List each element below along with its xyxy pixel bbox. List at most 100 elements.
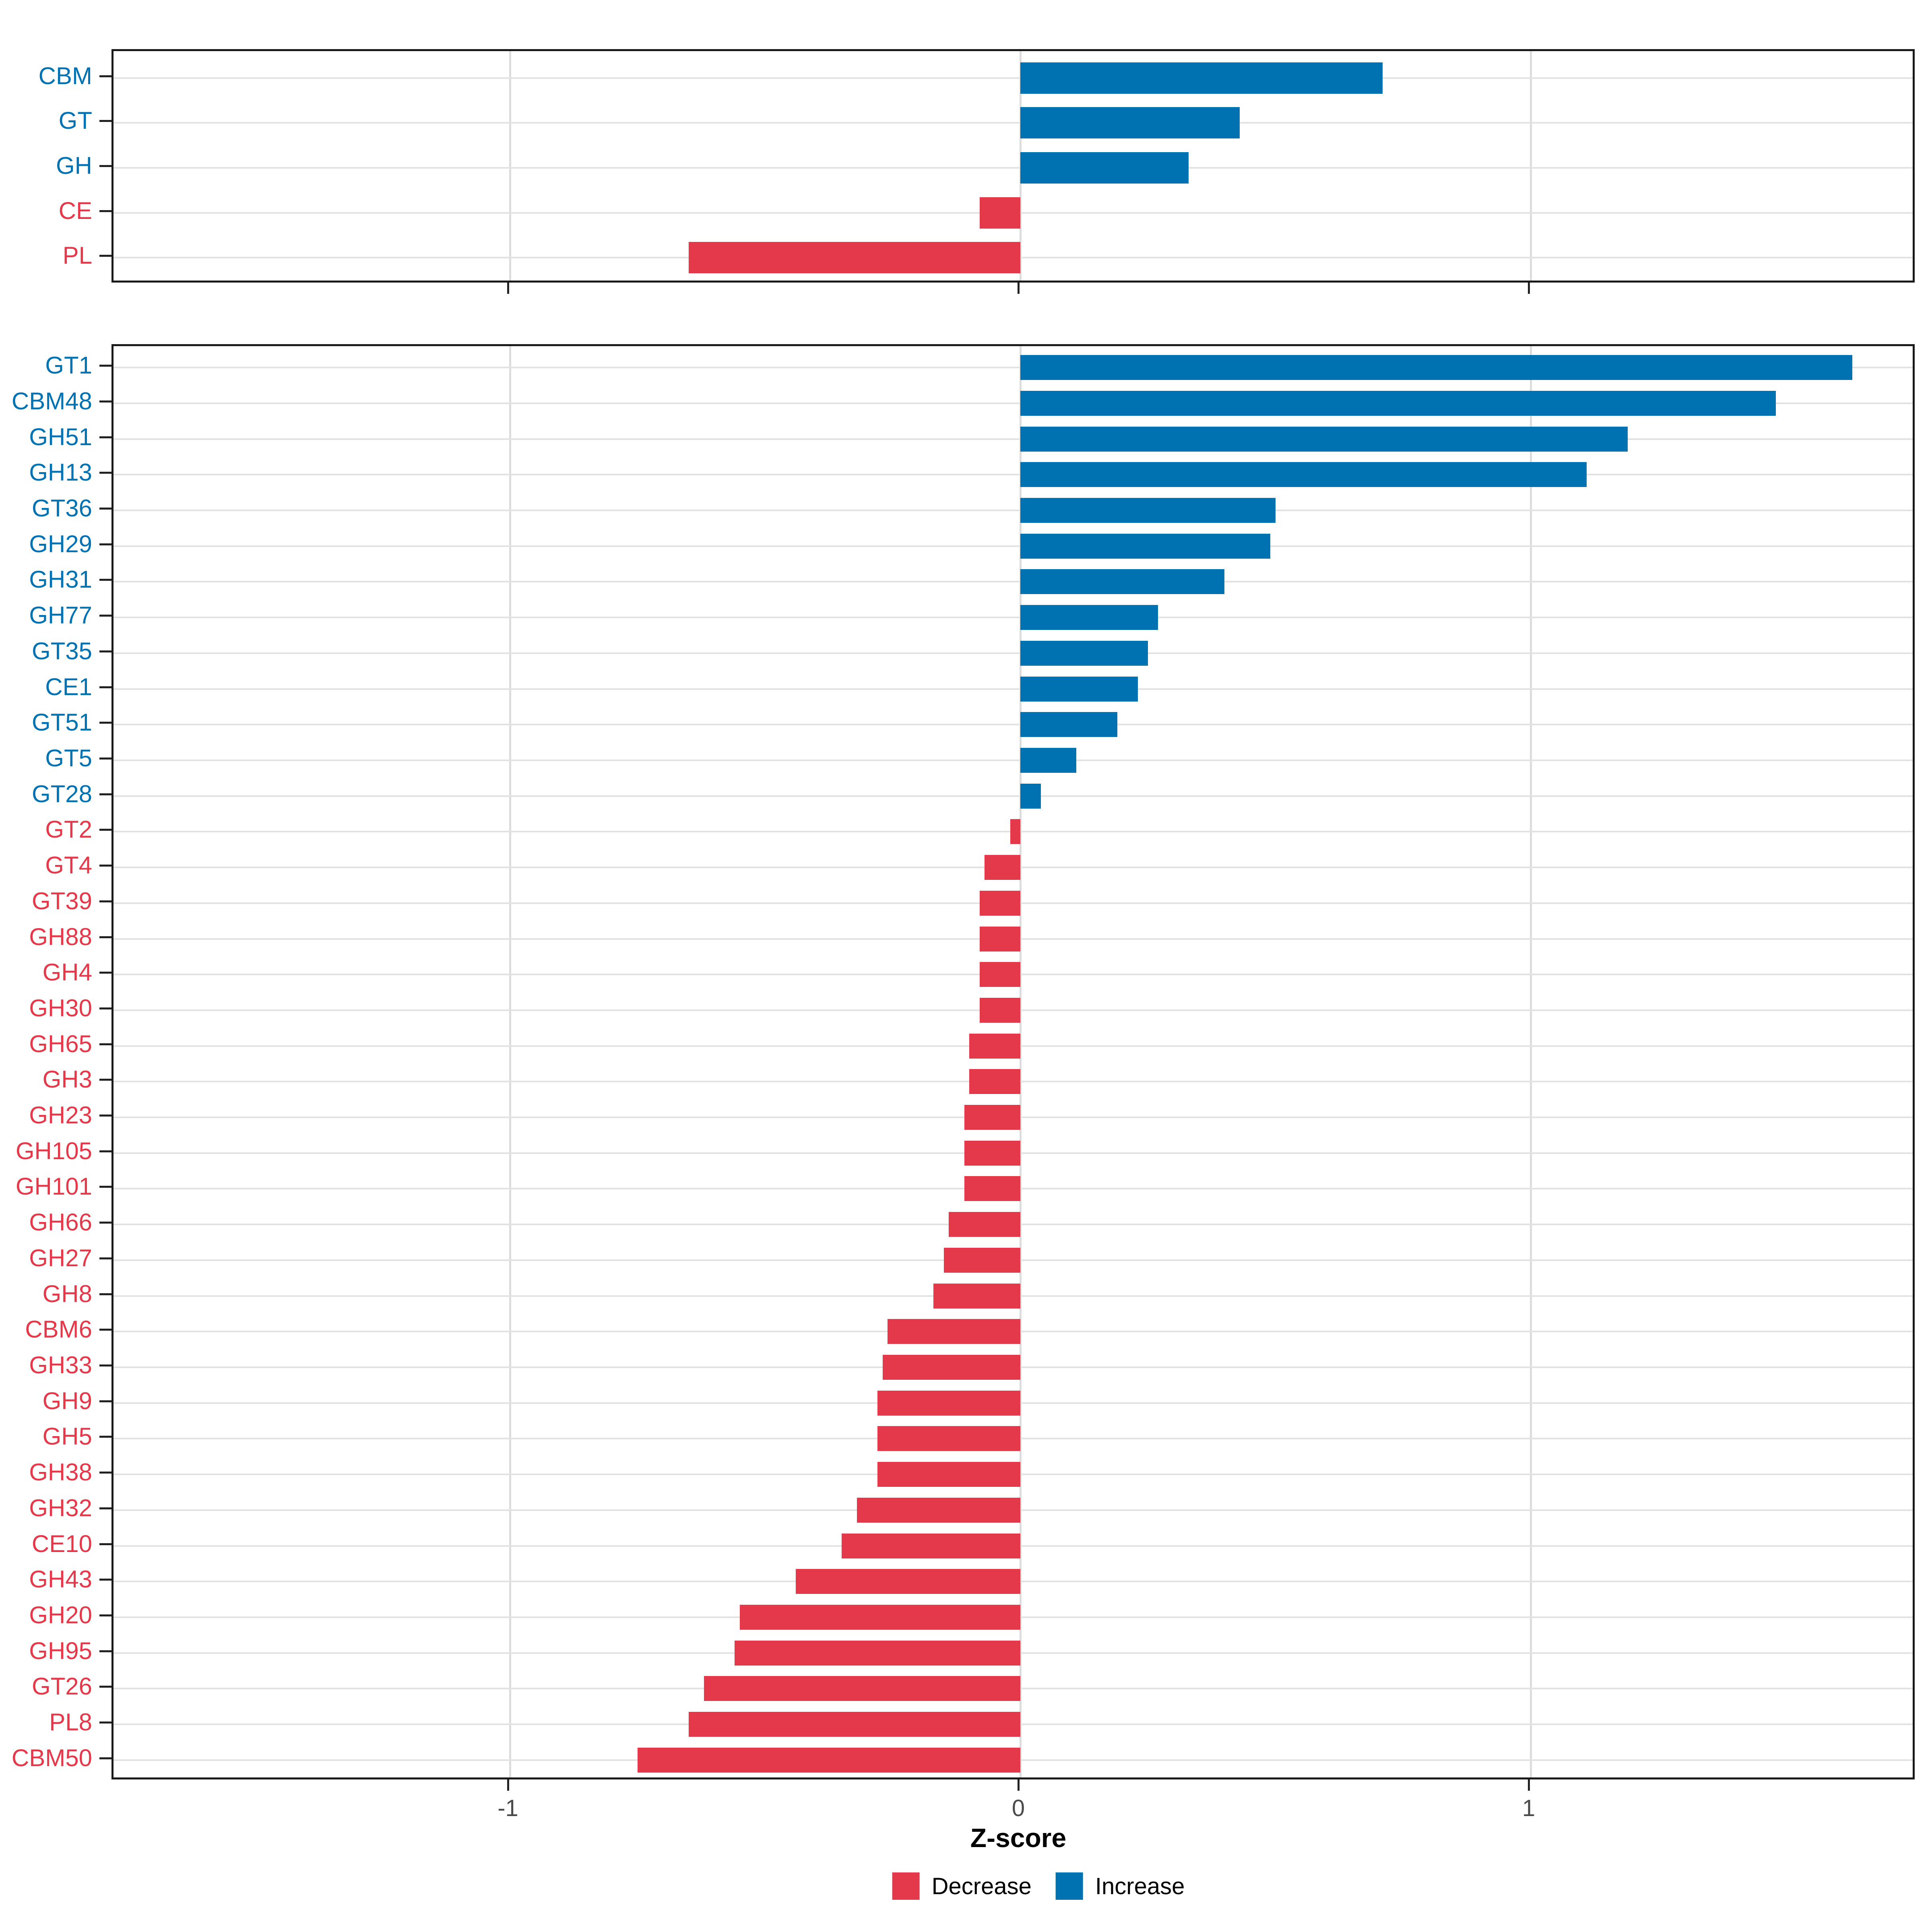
gridline-x-1 — [1530, 51, 1532, 281]
gridline-x-0 — [1020, 346, 1022, 1777]
bar-GH65 — [969, 1034, 1020, 1059]
bar-CBM — [1020, 62, 1383, 94]
bar-GT4 — [985, 855, 1020, 880]
y-label-GH30: GH30 — [29, 995, 92, 1022]
y-tick — [99, 436, 111, 438]
legend-item-decrease: Decrease — [892, 1872, 1032, 1900]
y-tick — [99, 120, 111, 122]
bar-CBM48 — [1020, 391, 1776, 416]
y-tick — [99, 722, 111, 724]
bar-CBM50 — [638, 1748, 1020, 1773]
y-tick — [99, 1150, 111, 1152]
y-tick — [99, 508, 111, 510]
bar-PL8 — [689, 1712, 1020, 1737]
row-gridline — [114, 795, 1913, 797]
y-label-GH101: GH101 — [15, 1173, 92, 1200]
bar-CE10 — [842, 1534, 1020, 1558]
bar-GH31 — [1020, 569, 1224, 594]
y-tick — [99, 650, 111, 652]
bar-GH29 — [1020, 534, 1270, 559]
row-gridline — [114, 474, 1913, 475]
x-tick-label-0: 0 — [1011, 1795, 1025, 1821]
y-tick — [99, 1757, 111, 1759]
bar-GH4 — [980, 962, 1020, 987]
bar-GH23 — [964, 1105, 1020, 1130]
row-gridline — [114, 581, 1913, 582]
y-tick — [99, 75, 111, 77]
y-tick — [99, 472, 111, 474]
y-label-GH105: GH105 — [15, 1137, 92, 1164]
y-tick — [99, 1257, 111, 1259]
y-tick — [99, 615, 111, 617]
y-tick — [99, 686, 111, 688]
y-tick — [99, 1579, 111, 1581]
facet-panel-enzyme-subfamilies — [111, 344, 1915, 1779]
bar-GH27 — [944, 1248, 1020, 1273]
bar-CBM6 — [888, 1319, 1020, 1344]
y-label-GH77: GH77 — [29, 602, 92, 629]
x-tick-1 — [1528, 283, 1530, 294]
y-tick — [99, 1079, 111, 1081]
legend-label-decrease: Decrease — [931, 1873, 1032, 1899]
legend-label-increase: Increase — [1095, 1873, 1185, 1899]
row-gridline — [114, 402, 1913, 404]
y-label-GT5: GT5 — [45, 745, 92, 772]
bar-GT35 — [1020, 641, 1148, 666]
bar-GH30 — [980, 998, 1020, 1023]
row-gridline — [114, 617, 1913, 618]
y-tick — [99, 1329, 111, 1331]
y-label-GT51: GT51 — [31, 709, 92, 736]
y-tick — [99, 1472, 111, 1474]
y-label-CBM50: CBM50 — [11, 1744, 92, 1771]
y-tick — [99, 255, 111, 257]
y-tick — [99, 972, 111, 974]
y-label-CE10: CE10 — [31, 1530, 92, 1557]
bar-GH95 — [735, 1641, 1020, 1666]
y-label-GT36: GT36 — [31, 495, 92, 522]
bar-GH8 — [933, 1284, 1020, 1309]
bar-CE — [980, 197, 1020, 229]
bar-GT2 — [1010, 819, 1020, 844]
y-label-GT35: GT35 — [31, 638, 92, 665]
y-tick — [99, 1507, 111, 1509]
y-tick — [99, 165, 111, 167]
x-axis-title: Z-score — [970, 1823, 1067, 1853]
x-tick-label-1: 1 — [1522, 1795, 1536, 1821]
bar-GH9 — [877, 1391, 1020, 1416]
y-label-GH27: GH27 — [29, 1245, 92, 1271]
bar-GH101 — [964, 1176, 1020, 1201]
bar-GH51 — [1020, 427, 1628, 452]
gridline-x--1 — [509, 51, 511, 281]
y-label-GH51: GH51 — [29, 423, 92, 450]
y-label-GH5: GH5 — [42, 1423, 92, 1450]
y-label-GT39: GT39 — [31, 888, 92, 914]
y-tick — [99, 1721, 111, 1724]
y-label-GH8: GH8 — [42, 1280, 92, 1307]
row-gridline — [114, 167, 1913, 169]
y-tick — [99, 1293, 111, 1295]
bar-GT — [1020, 107, 1240, 138]
bar-GT36 — [1020, 498, 1276, 523]
y-tick — [99, 365, 111, 367]
y-label-GH66: GH66 — [29, 1209, 92, 1236]
row-gridline — [114, 367, 1913, 368]
bar-GH88 — [980, 927, 1020, 952]
y-label-PL: PL — [62, 242, 92, 269]
bar-GH5 — [877, 1426, 1020, 1451]
y-tick — [99, 210, 111, 212]
x-tick--1 — [507, 283, 509, 294]
bar-GT51 — [1020, 712, 1117, 737]
y-label-GH95: GH95 — [29, 1637, 92, 1664]
y-label-GH3: GH3 — [42, 1066, 92, 1093]
y-tick — [99, 1400, 111, 1402]
bar-GT26 — [704, 1676, 1020, 1701]
x-tick-0 — [1018, 1779, 1020, 1791]
y-tick — [99, 865, 111, 867]
y-label-PL8: PL8 — [49, 1709, 92, 1736]
row-gridline — [114, 77, 1913, 79]
y-tick — [99, 543, 111, 545]
bar-GT5 — [1020, 748, 1076, 773]
row-gridline — [114, 438, 1913, 440]
y-label-GH4: GH4 — [42, 959, 92, 986]
y-label-GT4: GT4 — [45, 852, 92, 879]
